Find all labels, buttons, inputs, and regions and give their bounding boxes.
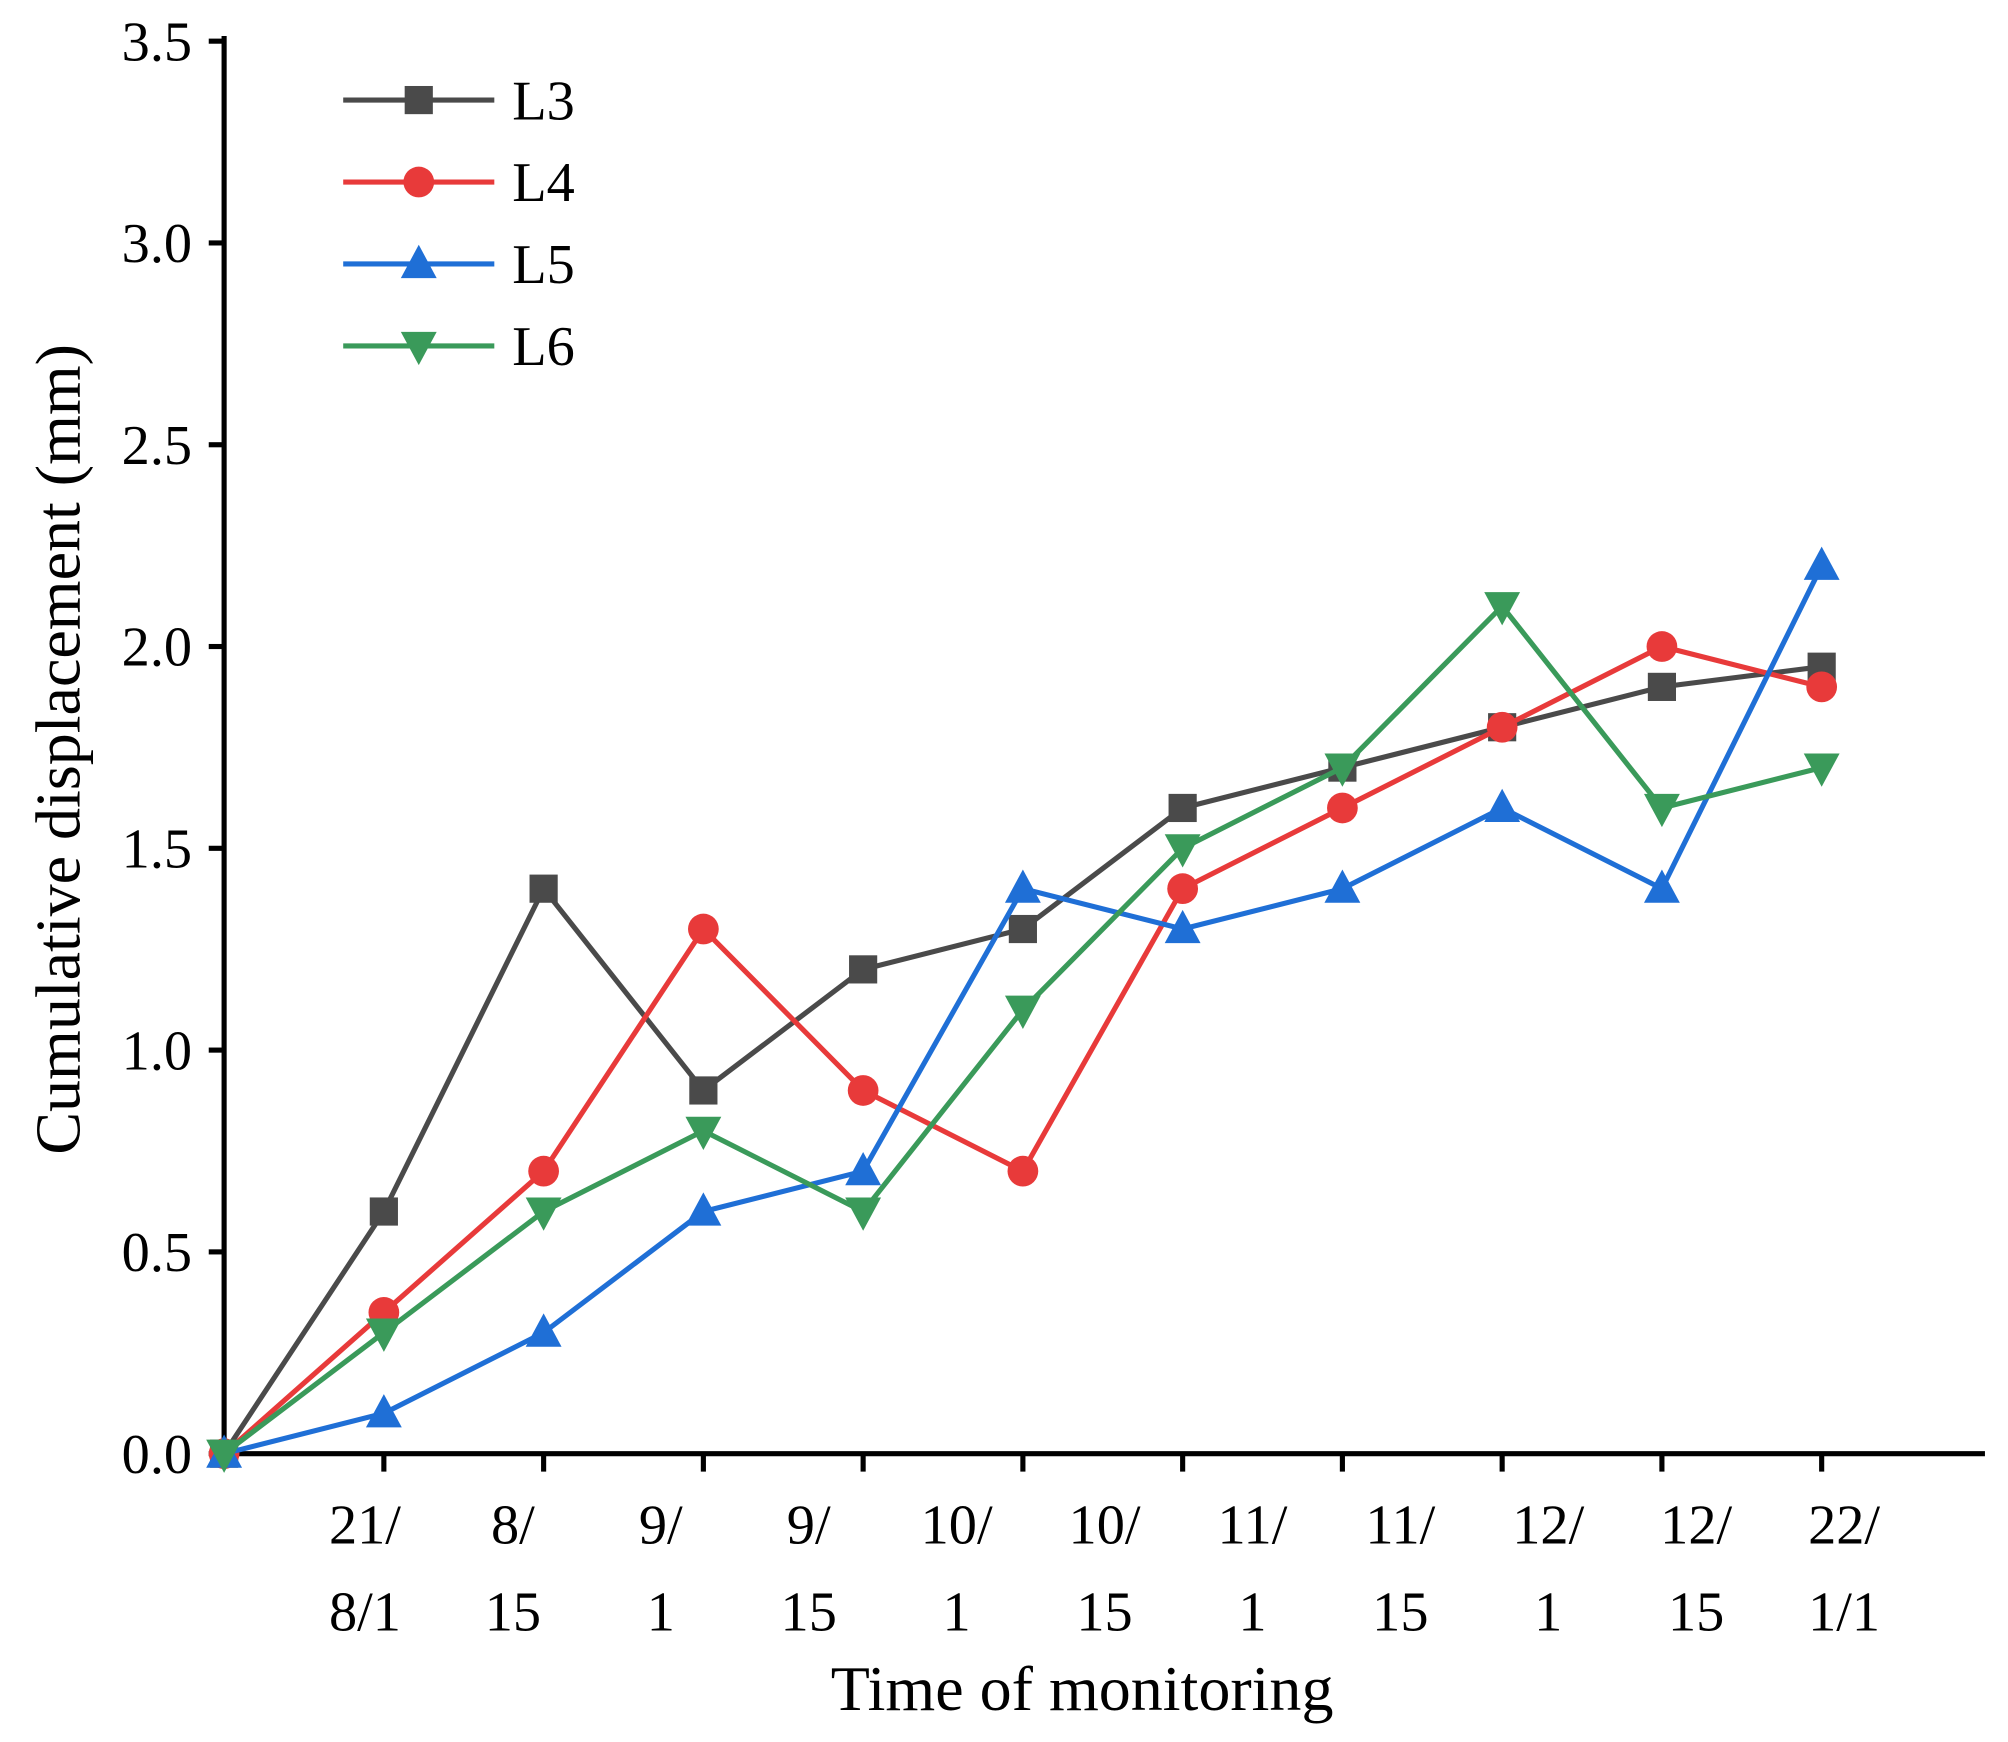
data-point [685, 1116, 722, 1151]
data-point [688, 913, 719, 945]
x-tick-label: 12/1 [1512, 1494, 1584, 1643]
x-tick-label: 9/1 [639, 1494, 683, 1643]
legend-marker [400, 244, 437, 279]
x-tick-label: 10/15 [1069, 1494, 1141, 1643]
data-point [1164, 909, 1201, 944]
data-point [529, 874, 558, 903]
legend-marker [403, 166, 435, 198]
data-point [849, 955, 878, 984]
data-point [1004, 995, 1041, 1029]
legend-label: L3 [512, 70, 575, 132]
data-point [206, 1439, 243, 1473]
series-line [222, 602, 1823, 1456]
data-point [1806, 671, 1838, 703]
legend-label: L4 [512, 152, 575, 214]
data-point [1324, 869, 1361, 903]
y-tick-label: 1.5 [122, 819, 192, 881]
y-tick-label: 3.5 [122, 11, 192, 73]
data-point [1484, 788, 1521, 823]
data-point [1486, 711, 1518, 743]
data-point [689, 1076, 718, 1105]
series-line [221, 664, 1822, 1456]
data-point [845, 1151, 882, 1186]
x-tick-label: 11/15 [1365, 1494, 1435, 1643]
data-point [685, 1192, 722, 1226]
x-tick-label: 10/1 [921, 1494, 993, 1643]
data-point [1803, 546, 1840, 580]
legend-marker [400, 331, 437, 366]
y-tick-label: 2.0 [122, 617, 192, 679]
legend-label: L5 [512, 234, 575, 296]
data-point [525, 1313, 562, 1347]
y-axis-title: Cumulative displacement (mm) [22, 344, 93, 1155]
legend-marker [404, 85, 433, 115]
y-tick-label: 1.0 [122, 1020, 192, 1082]
data-point [1324, 753, 1361, 787]
x-tick-label: 22/1/1 [1808, 1494, 1880, 1643]
y-tick-label: 0.0 [122, 1424, 192, 1486]
data-point [1004, 869, 1041, 903]
data-point [365, 1318, 402, 1352]
data-point [1168, 793, 1197, 823]
x-tick-label: 8/15 [485, 1494, 541, 1643]
data-point [1167, 873, 1199, 905]
data-point [369, 1197, 398, 1226]
x-tick-label: 11/1 [1217, 1494, 1287, 1643]
data-point [1007, 1155, 1039, 1187]
data-point [1643, 793, 1680, 828]
data-point [1484, 592, 1521, 626]
data-point [365, 1394, 402, 1428]
data-point [528, 1155, 559, 1187]
data-point [1803, 753, 1840, 787]
x-axis-title: Time of monitoring [831, 1653, 1334, 1724]
data-point [525, 1197, 562, 1231]
x-tick-label: 12/15 [1660, 1494, 1732, 1643]
data-point [1646, 631, 1678, 662]
x-tick-label: 21/8/1 [329, 1494, 401, 1643]
data-point [1164, 834, 1201, 868]
legend-label: L6 [512, 316, 575, 378]
data-point [845, 1197, 882, 1231]
y-tick-label: 3.0 [122, 213, 192, 275]
data-point [1327, 792, 1358, 824]
y-tick-label: 0.5 [122, 1222, 192, 1284]
data-point [1008, 914, 1037, 944]
data-point [847, 1075, 879, 1106]
data-point [1647, 672, 1677, 701]
x-tick-label: 9/15 [781, 1494, 837, 1643]
data-point [1643, 869, 1680, 903]
y-tick-label: 2.5 [122, 415, 192, 477]
